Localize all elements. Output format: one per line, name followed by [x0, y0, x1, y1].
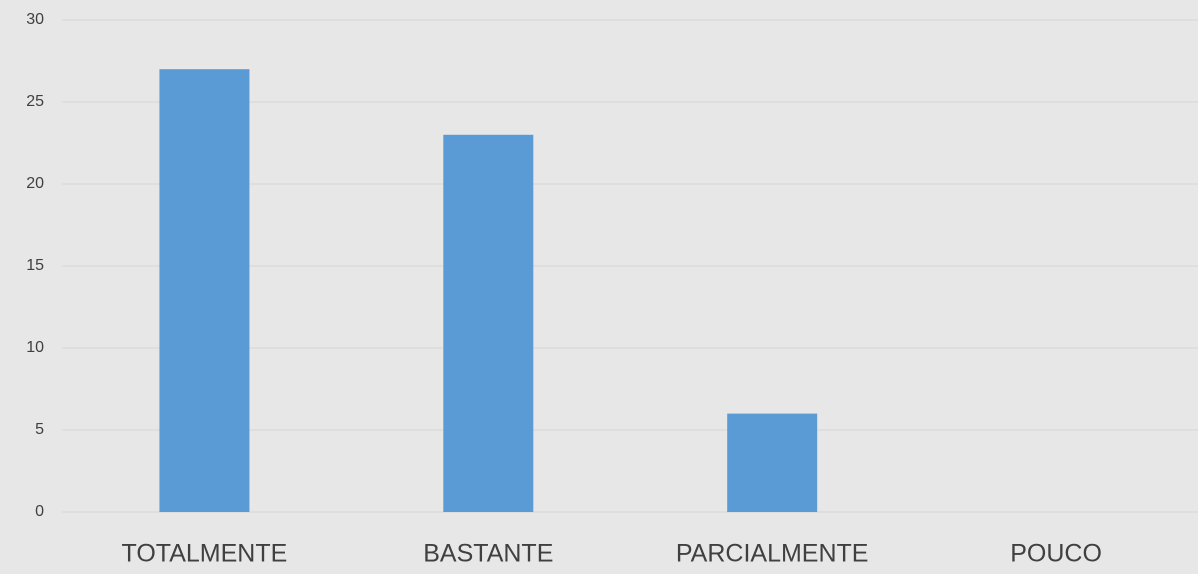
- y-tick-label: 15: [26, 257, 44, 274]
- x-tick-label: PARCIALMENTE: [676, 540, 869, 568]
- y-tick-label: 5: [35, 421, 44, 438]
- y-tick-label: 30: [26, 11, 44, 28]
- y-tick-label: 0: [35, 503, 44, 520]
- x-tick-label: POUCO: [1010, 540, 1102, 568]
- bar: [159, 69, 250, 512]
- bar: [727, 413, 818, 512]
- bar: [443, 134, 534, 513]
- y-tick-label: 25: [26, 93, 44, 110]
- x-tick-label: BASTANTE: [423, 540, 553, 568]
- y-tick-label: 10: [26, 339, 44, 356]
- y-tick-label: 20: [26, 175, 44, 192]
- x-tick-label: TOTALMENTE: [122, 540, 288, 568]
